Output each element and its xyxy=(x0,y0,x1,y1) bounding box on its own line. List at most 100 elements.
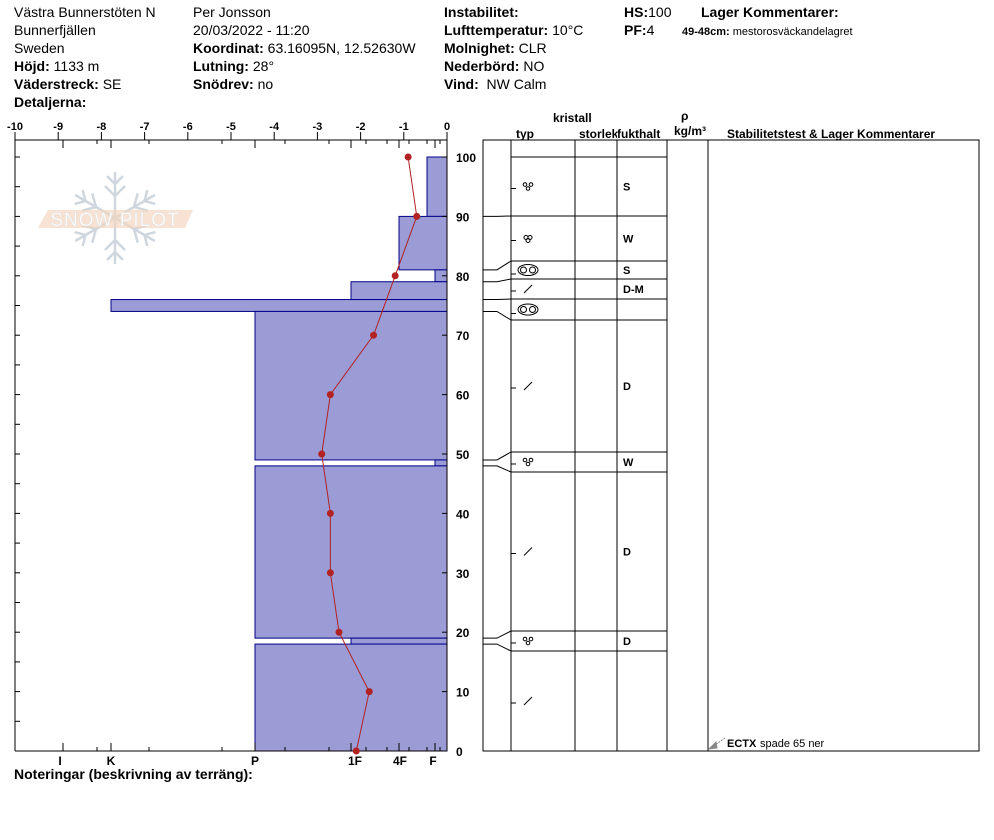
depth-tick-label: 90 xyxy=(456,210,470,224)
snowpilot-logo: SNOW PILOT xyxy=(38,172,193,266)
temp-tick-label: 0 xyxy=(444,121,450,133)
aspect: Väderstreck: SE xyxy=(14,76,121,92)
moisture-label: D-M xyxy=(623,284,644,296)
temp-tick-label: -10 xyxy=(7,121,23,133)
temp-tick-label: -7 xyxy=(140,121,150,133)
melt-cluster-icon xyxy=(523,235,533,243)
slash-icon xyxy=(523,696,533,706)
wind-label: Vind: xyxy=(444,76,479,92)
drift-value: no xyxy=(257,76,274,92)
pf-value: 4 xyxy=(646,22,655,38)
hardness-bar xyxy=(254,310,448,461)
coord-label: Koordinat: xyxy=(193,40,264,56)
coord-value: 63.16095N, 12.52630W xyxy=(267,40,416,56)
temp-tick-label: -5 xyxy=(226,121,236,133)
layer-connector xyxy=(483,260,512,271)
hardness-bar xyxy=(254,465,448,639)
temp-tick-label: -6 xyxy=(183,121,193,133)
temperature-point xyxy=(326,569,334,577)
hardness-tick-label: 1F xyxy=(348,754,362,768)
details-label: Detaljerna: xyxy=(14,94,87,110)
temp-tick-label: -9 xyxy=(53,121,63,133)
precip-value: NO xyxy=(523,58,545,74)
header-kristall: kristall xyxy=(553,111,592,125)
observer: Per Jonsson xyxy=(193,4,271,20)
datetime: 20/03/2022 - 11:20 xyxy=(193,22,310,38)
hardness-bar xyxy=(434,459,448,467)
temperature-point xyxy=(335,628,343,636)
sky: Molnighet: CLR xyxy=(444,40,547,56)
elevation-value: 1133 m xyxy=(53,58,100,74)
slope-label: Lutning: xyxy=(193,58,249,74)
layer-connector xyxy=(483,278,512,283)
aspect-value: SE xyxy=(102,76,122,92)
temperature-point xyxy=(391,272,399,280)
arrow-head-icon xyxy=(707,740,718,750)
hs-label: HS: xyxy=(624,4,649,20)
moisture-label: S xyxy=(623,265,630,277)
melt-rounded-icon xyxy=(522,457,534,467)
moisture-label: D xyxy=(623,547,631,559)
pf-label: PF: xyxy=(624,22,647,38)
temperature-point xyxy=(326,509,334,517)
temperature-point xyxy=(318,450,326,458)
instability-label: Instabilitet: xyxy=(444,4,519,20)
notes-label: Noteringar (beskrivning av terräng): xyxy=(14,766,253,782)
layer-comments-label: Lager Kommentarer: xyxy=(701,4,839,20)
depth-tick-label: 10 xyxy=(456,686,470,700)
layer-connector xyxy=(483,630,512,639)
hardness-bar xyxy=(426,156,448,217)
header-comments: Stabilitetstest & Lager Kommentarer xyxy=(727,127,936,141)
layer-connector xyxy=(483,643,512,652)
hardness-tick-label: P xyxy=(251,754,259,768)
stability-test-name: ECTX xyxy=(727,738,757,750)
temperature-point xyxy=(404,153,412,161)
moisture-label: W xyxy=(623,234,634,246)
hardness-tick-label: K xyxy=(107,754,116,768)
depth-tick-label: 60 xyxy=(456,389,470,403)
temperature-point xyxy=(352,747,360,755)
melt-freeze-icon xyxy=(517,303,539,316)
depth-tick-label: 40 xyxy=(456,507,470,521)
header-fukthalt: fukthalt xyxy=(617,126,661,142)
hardness-bar xyxy=(110,299,448,312)
elevation: Höjd: 1133 m xyxy=(14,58,99,74)
air-temp-label: Lufttemperatur: xyxy=(444,22,549,38)
wind-value: NW Calm xyxy=(486,76,547,92)
temperature-point xyxy=(370,331,378,339)
hardness-bar xyxy=(398,215,448,271)
slope-value: 28° xyxy=(252,58,275,74)
depth-tick-label: 30 xyxy=(456,567,470,581)
layer-connector xyxy=(483,451,512,461)
sky-value: CLR xyxy=(518,40,547,56)
hardness-bar xyxy=(254,643,448,752)
temp-tick-label: -1 xyxy=(399,121,409,133)
stability-test-comment: spade 65 ner xyxy=(760,738,825,750)
svg-text:SNOW PILOT: SNOW PILOT xyxy=(50,210,179,231)
hs-value: 100 xyxy=(648,4,672,20)
depth-tick-label: 50 xyxy=(456,448,470,462)
moisture-label: W xyxy=(623,457,634,469)
moisture-label: D xyxy=(623,636,631,648)
wind: Vind: NW Calm xyxy=(444,76,546,92)
temperature-point xyxy=(326,391,334,399)
melt-rounded-icon xyxy=(522,182,534,191)
layer-connector xyxy=(483,298,512,301)
melt-freeze-icon xyxy=(517,264,539,276)
country: Sweden xyxy=(14,40,65,56)
air-temp-value: 10°C xyxy=(552,22,584,38)
slash-icon xyxy=(523,547,533,556)
depth-tick-label: 70 xyxy=(456,329,470,343)
aspect-label: Väderstreck: xyxy=(14,76,99,92)
hardness-tick-label: I xyxy=(58,754,61,768)
layer-comment-text: mestorosväckandelagret xyxy=(732,26,853,38)
header-typ: typ xyxy=(516,127,534,141)
elevation-label: Höjd: xyxy=(14,58,50,74)
hardness-bar xyxy=(350,637,448,645)
header-density-unit: kg/m³ xyxy=(674,124,707,138)
temp-tick-label: -4 xyxy=(269,121,280,133)
hardness-tick-label: 4F xyxy=(393,754,407,768)
moisture-label: D xyxy=(623,381,631,393)
temp-tick-label: -2 xyxy=(356,121,366,133)
